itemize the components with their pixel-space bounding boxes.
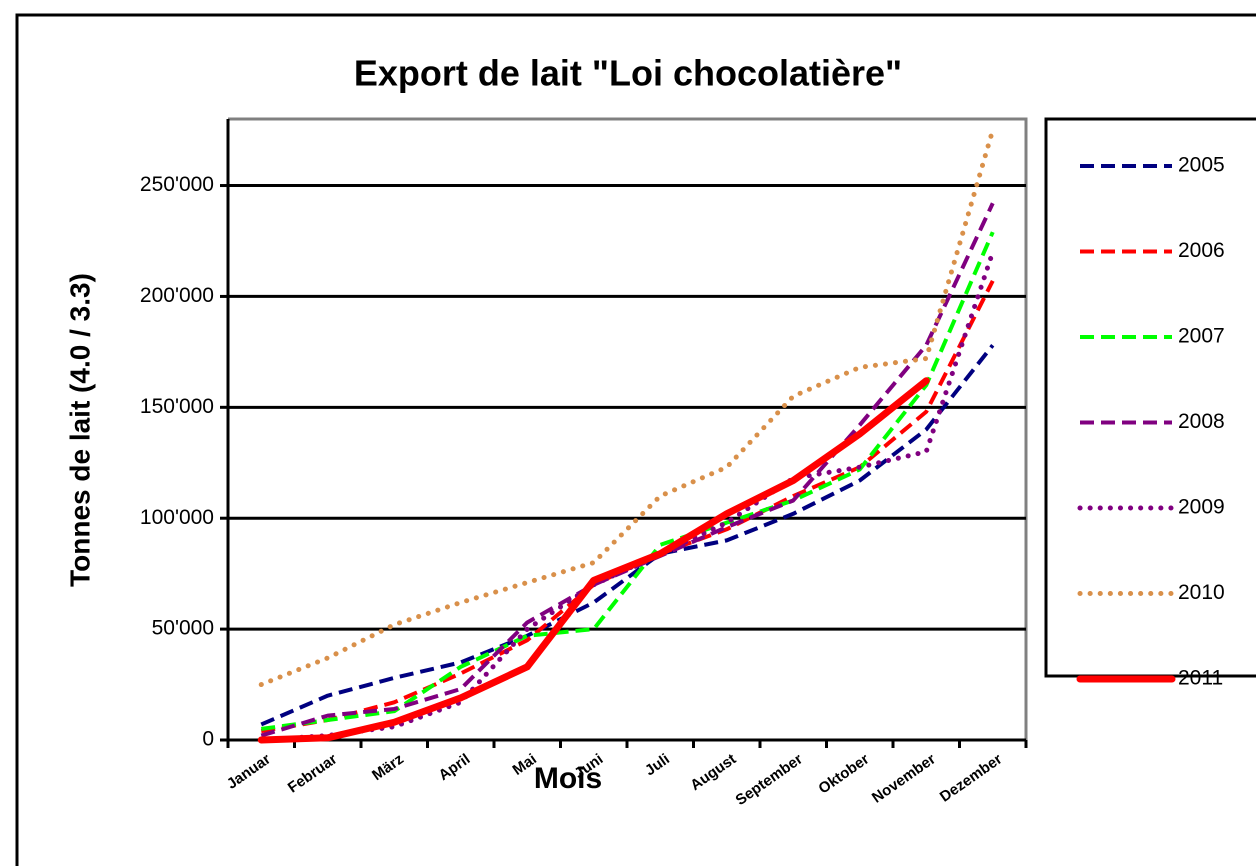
legend-label: 2007 [1178, 325, 1225, 348]
legend-label: 2010 [1178, 581, 1225, 604]
chart-title: Export de lait "Loi chocolatière" [354, 53, 902, 94]
series-line [257, 377, 930, 744]
y-tick-label: 0 [202, 728, 214, 751]
y-tick-label: 100'000 [140, 506, 214, 529]
y-tick-label: 50'000 [152, 617, 214, 640]
series-line [260, 231, 995, 731]
y-tick-label: 150'000 [140, 395, 214, 418]
y-axis-label: Tonnes de lait (4.0 / 3.3) [64, 273, 95, 587]
legend-box [1044, 117, 1256, 678]
y-tick-label: 200'000 [140, 284, 214, 307]
legend-label: 2008 [1178, 410, 1225, 433]
series-line [258, 127, 996, 688]
legend-label: 2005 [1178, 154, 1225, 177]
series-line [260, 343, 995, 727]
legend-label: 2011 [1178, 667, 1223, 690]
plot-frame [228, 117, 1028, 740]
x-axis-label: Mois [534, 762, 602, 795]
y-tick-label: 250'000 [140, 173, 214, 196]
legend-label: 2006 [1178, 239, 1225, 262]
legend-label: 2009 [1178, 496, 1225, 519]
